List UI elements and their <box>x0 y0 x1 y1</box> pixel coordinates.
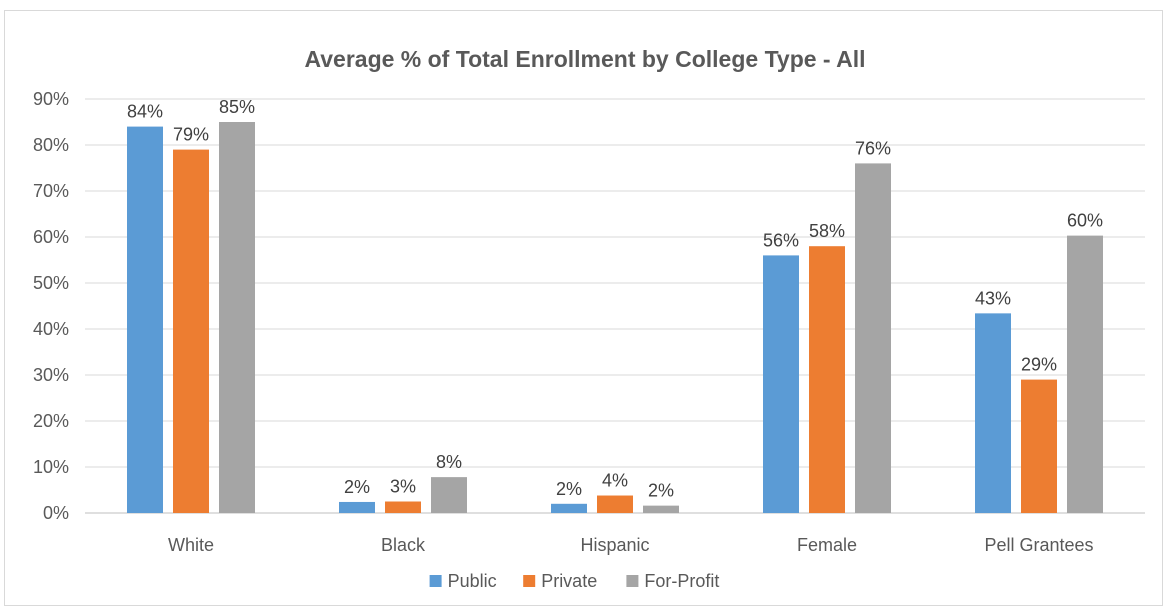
data-label: 84% <box>127 102 163 122</box>
legend-label: For-Profit <box>644 571 719 591</box>
legend-label: Public <box>448 571 497 591</box>
data-label: 3% <box>390 477 416 497</box>
bar-chart: Average % of Total Enrollment by College… <box>33 46 1145 591</box>
y-tick-label: 40% <box>33 319 69 339</box>
x-axis: White Black Hispanic Female Pell Grantees <box>168 535 1094 555</box>
y-tick-label: 80% <box>33 135 69 155</box>
data-label: 76% <box>855 138 891 158</box>
data-labels: 84% 79% 85% 2% 3% 8% 2% 4% 2% 56% 58% 76% 43% 29% 60% <box>127 97 1103 501</box>
y-tick-label: 60% <box>33 227 69 247</box>
data-label: 79% <box>173 125 209 145</box>
y-tick-label: 0% <box>43 503 69 523</box>
bar-private-pell-grantees <box>1021 379 1057 513</box>
chart-title: Average % of Total Enrollment by College… <box>304 46 865 72</box>
x-tick-label: Pell Grantees <box>984 535 1093 555</box>
bar-private-hispanic <box>597 495 633 513</box>
data-label: 60% <box>1067 211 1103 231</box>
bar-public-white <box>127 126 163 513</box>
data-label: 29% <box>1021 355 1057 375</box>
y-tick-label: 50% <box>33 273 69 293</box>
y-tick-label: 10% <box>33 457 69 477</box>
bar-public-black <box>339 501 375 513</box>
data-label: 2% <box>556 479 582 499</box>
bar-public-female <box>763 255 799 513</box>
legend-swatch-for-profit <box>626 575 639 587</box>
y-tick-label: 30% <box>33 365 69 385</box>
bar-private-female <box>809 246 845 513</box>
bar-for-profit-hispanic <box>643 505 679 513</box>
bar-public-hispanic <box>551 503 587 513</box>
legend: Public Private For-Profit <box>429 571 719 591</box>
y-tick-label: 70% <box>33 181 69 201</box>
bar-private-white <box>173 149 209 513</box>
x-tick-label: White <box>168 535 214 555</box>
x-tick-label: Hispanic <box>580 535 649 555</box>
data-label: 43% <box>975 288 1011 308</box>
data-label: 2% <box>344 477 370 497</box>
x-tick-label: Black <box>381 535 426 555</box>
data-label: 2% <box>648 481 674 501</box>
data-label: 85% <box>219 97 255 117</box>
y-tick-label: 20% <box>33 411 69 431</box>
x-tick-label: Female <box>797 535 857 555</box>
bar-private-black <box>385 501 421 513</box>
data-label: 4% <box>602 471 628 491</box>
data-label: 8% <box>436 452 462 472</box>
data-label: 58% <box>809 221 845 241</box>
bar-for-profit-pell-grantees <box>1067 235 1103 513</box>
legend-label: Private <box>541 571 597 591</box>
legend-swatch-private <box>523 575 536 587</box>
bar-for-profit-white <box>219 122 255 513</box>
bar-public-pell-grantees <box>975 313 1011 513</box>
y-axis: 0% 10% 20% 30% 40% 50% 60% 70% 80% 90% <box>33 89 69 523</box>
bar-for-profit-female <box>855 163 891 513</box>
bar-for-profit-black <box>431 477 467 513</box>
legend-swatch-public <box>429 575 442 587</box>
gridlines <box>85 98 1145 514</box>
bars <box>127 122 1103 513</box>
y-tick-label: 90% <box>33 89 69 109</box>
data-label: 56% <box>763 230 799 250</box>
chart-frame: Average % of Total Enrollment by College… <box>4 10 1163 606</box>
